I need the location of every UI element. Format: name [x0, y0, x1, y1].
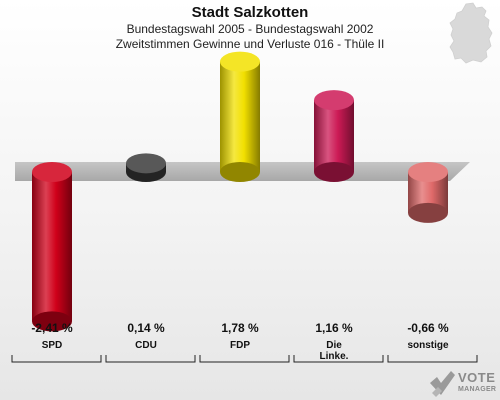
bar-top-cap-0: [32, 162, 72, 182]
chart-subtitle-1: Bundestagswahl 2005 - Bundestagswahl 200…: [126, 22, 374, 36]
category-bracket-1: [105, 355, 196, 363]
value-label-3: 1,16 %: [315, 321, 353, 335]
category-label-2: FDP: [200, 340, 280, 351]
category-label-1: CDU: [106, 340, 186, 351]
bar-3: [314, 90, 354, 182]
category-label-3: Die Linke.: [294, 340, 374, 362]
bar-top-cap-2: [220, 51, 260, 72]
logo-text-manager: MANAGER: [458, 386, 497, 393]
bar-4: [408, 162, 448, 223]
category-label-line: Linke.: [319, 351, 349, 362]
category-label-line: CDU: [135, 340, 157, 351]
category-label-line: sonstige: [407, 340, 449, 351]
category-label-0: SPD: [12, 340, 92, 351]
value-label-2: 1,78 %: [221, 321, 259, 335]
bar-top-cap-4: [408, 162, 448, 182]
bar-1: [126, 153, 166, 182]
category-label-line: Die: [326, 340, 342, 351]
chart-subtitle-2: Zweitstimmen Gewinne und Verluste 016 - …: [115, 37, 385, 51]
bar-top-cap-1: [126, 153, 166, 174]
germany-map-icon: [449, 2, 493, 64]
value-label-4: -0,66 %: [407, 321, 449, 335]
bar-body-2: [220, 61, 260, 172]
bar-bottom-cap-3: [314, 162, 354, 182]
category-bracket-2: [199, 355, 290, 363]
category-bracket-0: [11, 355, 102, 363]
value-label-0: -2,41 %: [31, 321, 73, 335]
logo-text-vote: VOTE: [458, 370, 496, 385]
checkmark-logo-icon: [430, 371, 455, 397]
bar-0: [32, 162, 72, 332]
category-bracket-3: [293, 355, 384, 363]
category-label-4: sonstige: [388, 340, 468, 351]
value-label-1: 0,14 %: [127, 321, 165, 335]
bars-layer: [32, 51, 448, 332]
bar-bottom-cap-0: [32, 311, 72, 332]
bar-body-0: [32, 172, 72, 322]
bar-bottom-cap-4: [408, 202, 448, 223]
category-label-line: SPD: [41, 340, 63, 351]
bar-2: [220, 51, 260, 182]
chart-title: Stadt Salzkotten: [191, 4, 309, 21]
axis-brackets: [11, 355, 478, 363]
vote-manager-logo: VOTE MANAGER: [428, 368, 500, 400]
bar-bottom-cap-2: [220, 162, 260, 182]
bar-body-3: [314, 100, 354, 172]
category-bracket-4: [387, 355, 478, 363]
category-label-line: FDP: [230, 340, 250, 351]
chart-header: Stadt Salzkotten Bundestagswahl 2005 - B…: [0, 4, 500, 52]
bar-top-cap-3: [314, 90, 354, 111]
